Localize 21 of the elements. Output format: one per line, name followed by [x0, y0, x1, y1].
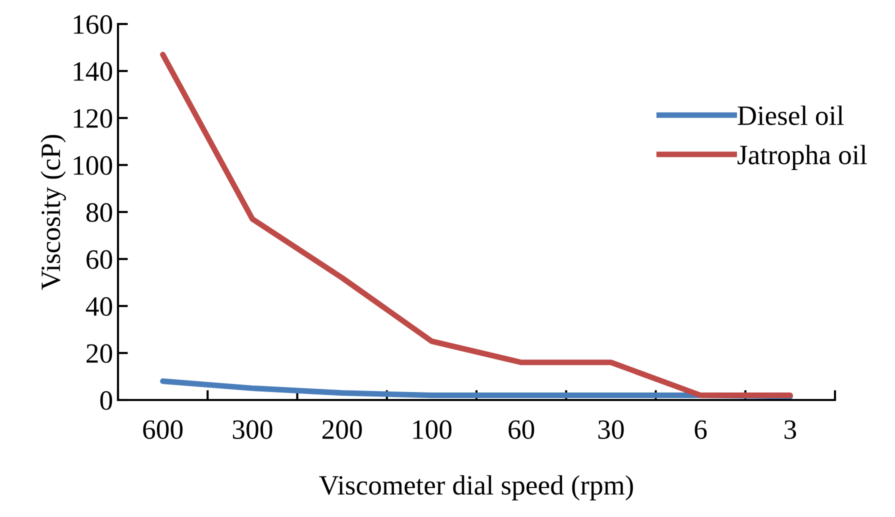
x-tick-label: 600 [143, 420, 183, 439]
x-tick-label: 6 [694, 420, 707, 439]
x-tick-label: 200 [322, 420, 362, 439]
y-axis-title: Viscosity (cP) [40, 134, 66, 290]
x-tick-label: 60 [508, 420, 534, 439]
x-tick-label: 3 [784, 420, 796, 439]
y-tick-label: 0 [100, 391, 112, 410]
y-tick-label: 80 [86, 203, 112, 222]
legend-label: Diesel oil [738, 106, 844, 126]
legend-label: Jatropha oil [738, 144, 867, 170]
y-tick-label: 160 [74, 15, 112, 34]
y-tick-label: 60 [86, 250, 112, 269]
x-axis-title: Viscometer dial speed (rpm) [319, 475, 633, 500]
y-tick-label: 140 [74, 62, 112, 81]
x-tick-label: 30 [598, 420, 624, 439]
x-tick-label: 100 [413, 420, 452, 439]
y-tick-label: 20 [86, 344, 112, 363]
y-tick-label: 100 [74, 156, 112, 175]
x-tick-label: 300 [232, 420, 272, 439]
y-tick-label: 40 [86, 297, 112, 316]
y-tick-label: 120 [74, 109, 112, 128]
